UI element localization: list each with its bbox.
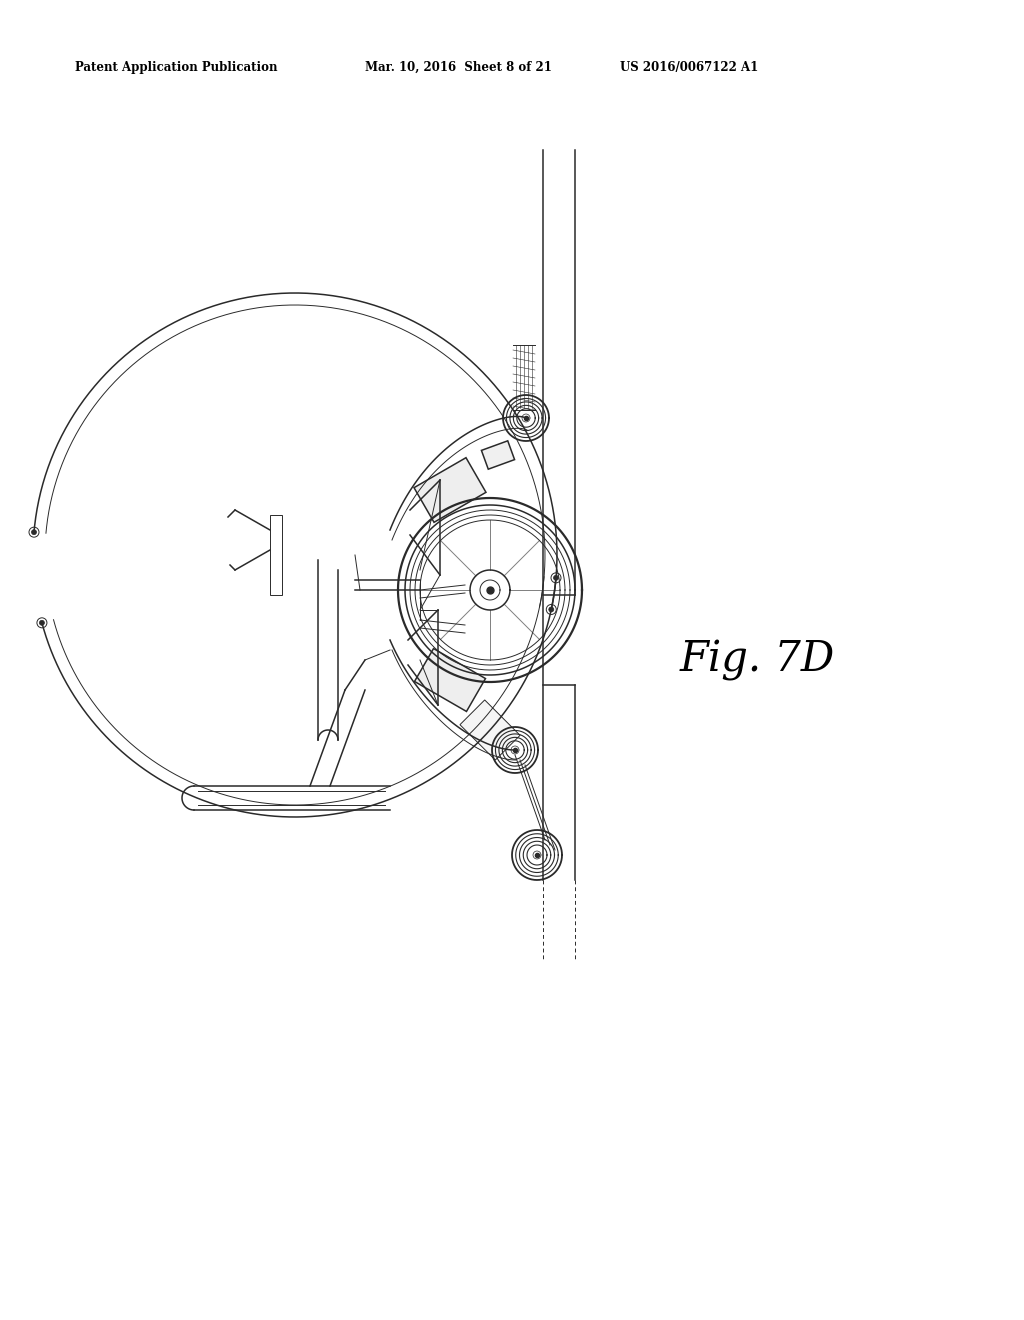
Polygon shape <box>415 648 485 711</box>
Polygon shape <box>414 458 486 523</box>
Text: Mar. 10, 2016  Sheet 8 of 21: Mar. 10, 2016 Sheet 8 of 21 <box>365 61 552 74</box>
Circle shape <box>549 607 554 612</box>
Text: Patent Application Publication: Patent Application Publication <box>75 61 278 74</box>
Circle shape <box>32 529 37 535</box>
Text: US 2016/0067122 A1: US 2016/0067122 A1 <box>620 61 758 74</box>
Polygon shape <box>481 441 515 469</box>
Polygon shape <box>460 700 520 760</box>
Text: Fig. 7D: Fig. 7D <box>680 639 836 681</box>
Circle shape <box>554 576 558 581</box>
Circle shape <box>40 620 44 626</box>
